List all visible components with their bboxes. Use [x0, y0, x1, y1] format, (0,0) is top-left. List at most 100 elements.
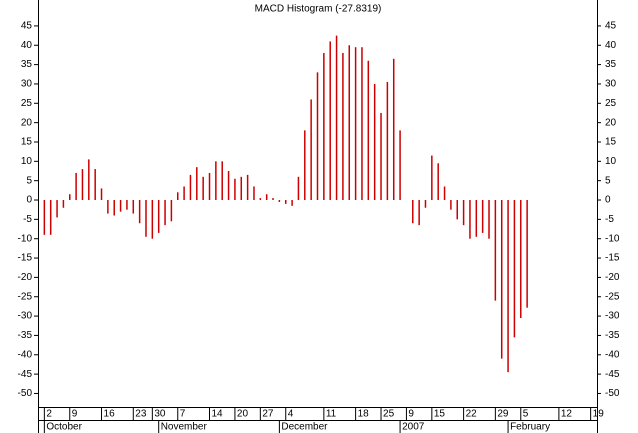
x-tick-label: 23 — [135, 409, 147, 420]
bar — [348, 45, 351, 201]
bar — [177, 192, 179, 201]
y-tick-label-left: 45 — [21, 21, 33, 32]
bar — [259, 198, 262, 201]
bar — [113, 200, 115, 216]
y-tick-label-right: 5 — [605, 175, 611, 186]
bar — [240, 176, 243, 201]
bar — [145, 200, 147, 237]
x-tick-label: 12 — [561, 409, 573, 420]
bar — [151, 200, 154, 239]
bar — [456, 200, 458, 220]
x-tick-label: 2 — [46, 409, 52, 420]
x-tick-label: 4 — [288, 409, 294, 420]
y-tick-label-left: -40 — [18, 349, 33, 360]
y-tick-label-right: 35 — [605, 59, 617, 70]
bar — [227, 171, 230, 201]
y-tick-label-right: 20 — [605, 117, 617, 128]
bar — [310, 99, 312, 201]
y-tick-label-right: -30 — [605, 311, 620, 322]
x-tick-label: 29 — [497, 409, 509, 420]
bar — [373, 83, 376, 201]
y-tick-label-right: -25 — [605, 291, 620, 302]
bar — [367, 60, 370, 201]
y-tick-label-right: 40 — [605, 40, 617, 51]
bar — [297, 176, 300, 201]
x-tick-label: 25 — [383, 409, 395, 420]
bar — [450, 200, 452, 210]
x-tick-label: 11 — [326, 409, 337, 420]
y-tick-label-left: 5 — [26, 175, 32, 186]
y-tick-label-left: -20 — [18, 272, 33, 283]
y-tick-label-left: 40 — [21, 40, 33, 51]
y-tick-label-right: -35 — [605, 330, 620, 341]
bar — [100, 188, 103, 201]
bar — [431, 155, 433, 201]
y-tick-label-right: -20 — [605, 272, 620, 283]
bar — [265, 194, 268, 201]
x-tick-label: 18 — [358, 409, 370, 420]
bar — [399, 130, 401, 201]
y-tick-label-right: -50 — [605, 388, 620, 399]
month-label: 2007 — [402, 422, 425, 433]
bar — [208, 172, 211, 201]
bar — [462, 200, 465, 226]
bar — [361, 47, 363, 201]
bar — [323, 53, 325, 201]
y-tick-label-left: -10 — [18, 233, 33, 244]
y-tick-label-right: -45 — [605, 369, 620, 380]
x-tick-label: 7 — [180, 409, 186, 420]
bar — [316, 72, 319, 201]
y-tick-label-right: -5 — [605, 214, 614, 225]
bar — [126, 200, 128, 210]
bar — [170, 200, 173, 222]
bar — [443, 186, 446, 201]
bar — [88, 159, 90, 201]
y-tick-label-left: -5 — [23, 214, 32, 225]
y-tick-label-left: -50 — [18, 388, 33, 399]
bar — [164, 200, 166, 226]
bar — [354, 47, 357, 201]
bar — [494, 200, 497, 301]
bar — [221, 161, 223, 201]
y-tick-label-right: 45 — [605, 21, 617, 32]
y-tick-label-left: 10 — [21, 156, 33, 167]
bar — [183, 186, 185, 201]
x-tick-label: 27 — [262, 409, 274, 420]
bar — [304, 130, 306, 201]
x-tick-label: 5 — [523, 409, 529, 420]
month-label: October — [46, 422, 82, 433]
y-tick-label-left: -15 — [18, 253, 33, 264]
bar — [418, 200, 420, 226]
y-tick-label-left: 25 — [21, 98, 33, 109]
y-tick-label-right: 0 — [605, 195, 611, 206]
bar — [253, 186, 255, 201]
y-tick-label-left: -25 — [18, 291, 33, 302]
x-tick-label: 14 — [212, 409, 224, 420]
bar — [56, 200, 58, 218]
bar — [132, 200, 135, 214]
y-tick-label-right: 25 — [605, 98, 617, 109]
y-tick-label-left: 15 — [21, 137, 33, 148]
y-tick-label-left: 0 — [26, 195, 32, 206]
y-tick-label-left: -35 — [18, 330, 33, 341]
bar — [284, 200, 287, 204]
x-tick-label: 20 — [237, 409, 249, 420]
y-tick-label-left: -30 — [18, 311, 33, 322]
y-tick-label-left: 20 — [21, 117, 33, 128]
x-tick-label: 30 — [154, 409, 166, 420]
bar — [69, 194, 71, 201]
y-tick-label-right: 15 — [605, 137, 617, 148]
bar — [380, 112, 382, 201]
y-tick-label-left: 35 — [21, 59, 33, 70]
bar — [291, 200, 293, 206]
bar — [119, 200, 122, 212]
bar — [94, 169, 96, 201]
chart-title: MACD Histogram (-27.8319) — [255, 4, 382, 15]
bar — [507, 200, 509, 373]
x-tick-label: 19 — [593, 409, 605, 420]
bar — [272, 198, 274, 201]
bar — [196, 167, 198, 201]
y-tick-label-right: -15 — [605, 253, 620, 264]
bar — [107, 200, 109, 214]
